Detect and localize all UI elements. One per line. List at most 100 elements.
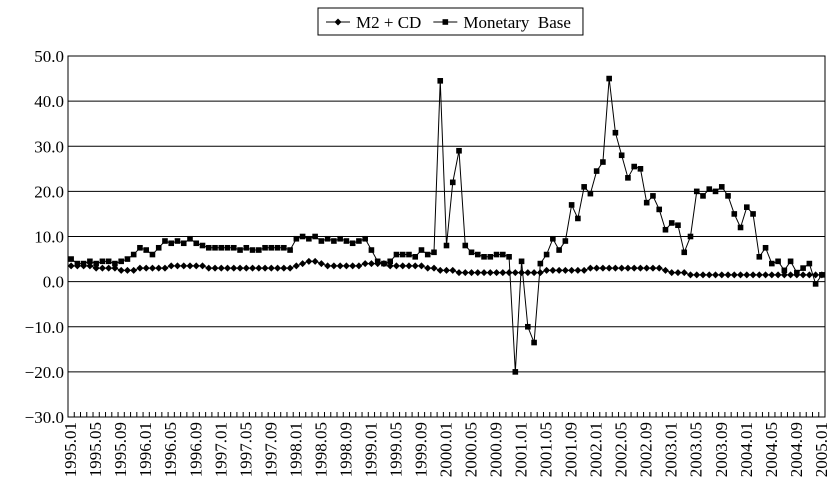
- data-point: [161, 264, 169, 272]
- data-point: [774, 271, 782, 279]
- x-tick-label: 2002.05: [612, 422, 631, 477]
- data-point: [137, 244, 143, 251]
- data-point: [524, 269, 532, 277]
- data-point: [199, 242, 206, 249]
- data-point: [550, 235, 556, 242]
- data-point: [256, 247, 262, 253]
- data-point: [406, 251, 412, 258]
- x-tick-label: 2000.09: [487, 422, 506, 477]
- data-point: [561, 266, 569, 274]
- data-point: [511, 269, 519, 277]
- data-point: [330, 262, 338, 270]
- data-point: [531, 339, 537, 346]
- x-tick-label: 1999.01: [361, 422, 380, 477]
- data-point: [343, 238, 350, 244]
- data-point: [262, 244, 268, 251]
- data-point: [148, 264, 156, 272]
- x-tick-label: 1998.09: [336, 422, 355, 477]
- data-point: [480, 269, 488, 277]
- data-point: [317, 260, 325, 268]
- x-tick-label: 2002.09: [637, 422, 656, 477]
- data-point: [192, 262, 200, 270]
- data-point: [506, 254, 512, 260]
- data-point: [274, 244, 281, 251]
- data-point: [356, 238, 362, 244]
- data-point: [568, 266, 576, 274]
- data-point: [568, 202, 575, 208]
- data-point: [186, 262, 194, 270]
- data-point: [399, 251, 406, 258]
- x-tick-label: 1995.05: [86, 422, 105, 477]
- data-point: [68, 256, 74, 262]
- data-point: [261, 264, 269, 272]
- data-point: [274, 264, 282, 272]
- x-tick-label: 2003.09: [712, 422, 731, 477]
- data-point: [600, 159, 606, 165]
- x-tick-label: 2005.01: [812, 422, 827, 477]
- y-tick-label: −30.0: [25, 408, 64, 427]
- data-point: [599, 264, 607, 272]
- data-point: [456, 147, 462, 154]
- data-point: [305, 257, 313, 265]
- data-point: [155, 264, 163, 272]
- data-point: [630, 264, 638, 272]
- data-point: [87, 258, 93, 265]
- x-tick-label: 1999.09: [411, 422, 430, 477]
- data-point: [118, 258, 124, 265]
- data-point: [500, 251, 506, 258]
- data-point: [173, 262, 181, 270]
- y-tick-label: 0.0: [43, 273, 64, 292]
- data-point: [168, 240, 175, 247]
- data-point: [549, 266, 557, 274]
- data-point: [661, 266, 669, 274]
- data-point: [675, 222, 681, 229]
- x-tick-label: 2004.01: [737, 422, 756, 477]
- x-tick-label: 2001.09: [562, 422, 581, 477]
- data-point: [443, 242, 450, 249]
- data-point: [512, 369, 519, 375]
- x-tick-label: 1996.09: [186, 422, 205, 477]
- data-point: [130, 266, 138, 274]
- y-tick-label: 10.0: [34, 228, 64, 247]
- x-tick-label: 2003.01: [662, 422, 681, 477]
- data-point: [180, 240, 187, 247]
- data-point: [681, 249, 688, 256]
- data-point: [218, 244, 225, 251]
- data-point: [236, 264, 244, 272]
- data-point: [781, 267, 788, 274]
- data-point: [505, 269, 513, 277]
- data-point: [787, 271, 795, 279]
- data-point: [493, 269, 501, 277]
- data-point: [468, 269, 476, 277]
- x-tick-label: 1998.01: [286, 422, 305, 477]
- data-point: [462, 242, 469, 249]
- data-point: [399, 262, 407, 270]
- data-point: [205, 244, 212, 251]
- data-point: [693, 188, 700, 195]
- x-tick-label: 1996.01: [136, 422, 155, 477]
- data-point: [705, 271, 713, 279]
- data-point: [743, 204, 750, 210]
- data-point: [105, 264, 113, 272]
- data-point: [123, 266, 131, 274]
- x-tick-label: 2003.05: [687, 422, 706, 477]
- data-point: [762, 244, 769, 251]
- data-point: [436, 266, 444, 274]
- x-tick-label: 1997.09: [261, 422, 280, 477]
- data-point: [593, 168, 600, 174]
- data-point: [537, 260, 544, 267]
- data-point: [618, 152, 625, 159]
- data-point: [268, 244, 275, 251]
- y-tick-label: 50.0: [34, 47, 64, 66]
- data-point: [605, 264, 613, 272]
- data-point: [649, 264, 657, 272]
- data-point: [636, 264, 644, 272]
- data-point: [117, 266, 125, 274]
- data-point: [393, 251, 400, 258]
- data-point: [424, 264, 432, 272]
- data-point: [775, 258, 781, 265]
- data-point: [187, 235, 193, 242]
- data-point: [249, 264, 257, 272]
- data-point: [750, 211, 756, 217]
- data-point: [142, 264, 150, 272]
